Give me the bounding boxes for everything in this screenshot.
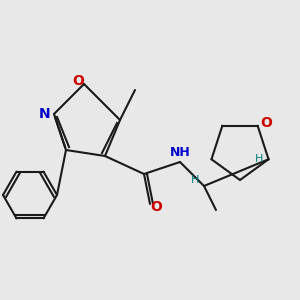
Text: O: O <box>150 200 162 214</box>
Text: N: N <box>39 107 51 121</box>
Text: NH: NH <box>169 146 190 160</box>
Text: O: O <box>72 74 84 88</box>
Text: H: H <box>255 154 264 164</box>
Text: H: H <box>191 175 199 185</box>
Text: O: O <box>261 116 273 130</box>
